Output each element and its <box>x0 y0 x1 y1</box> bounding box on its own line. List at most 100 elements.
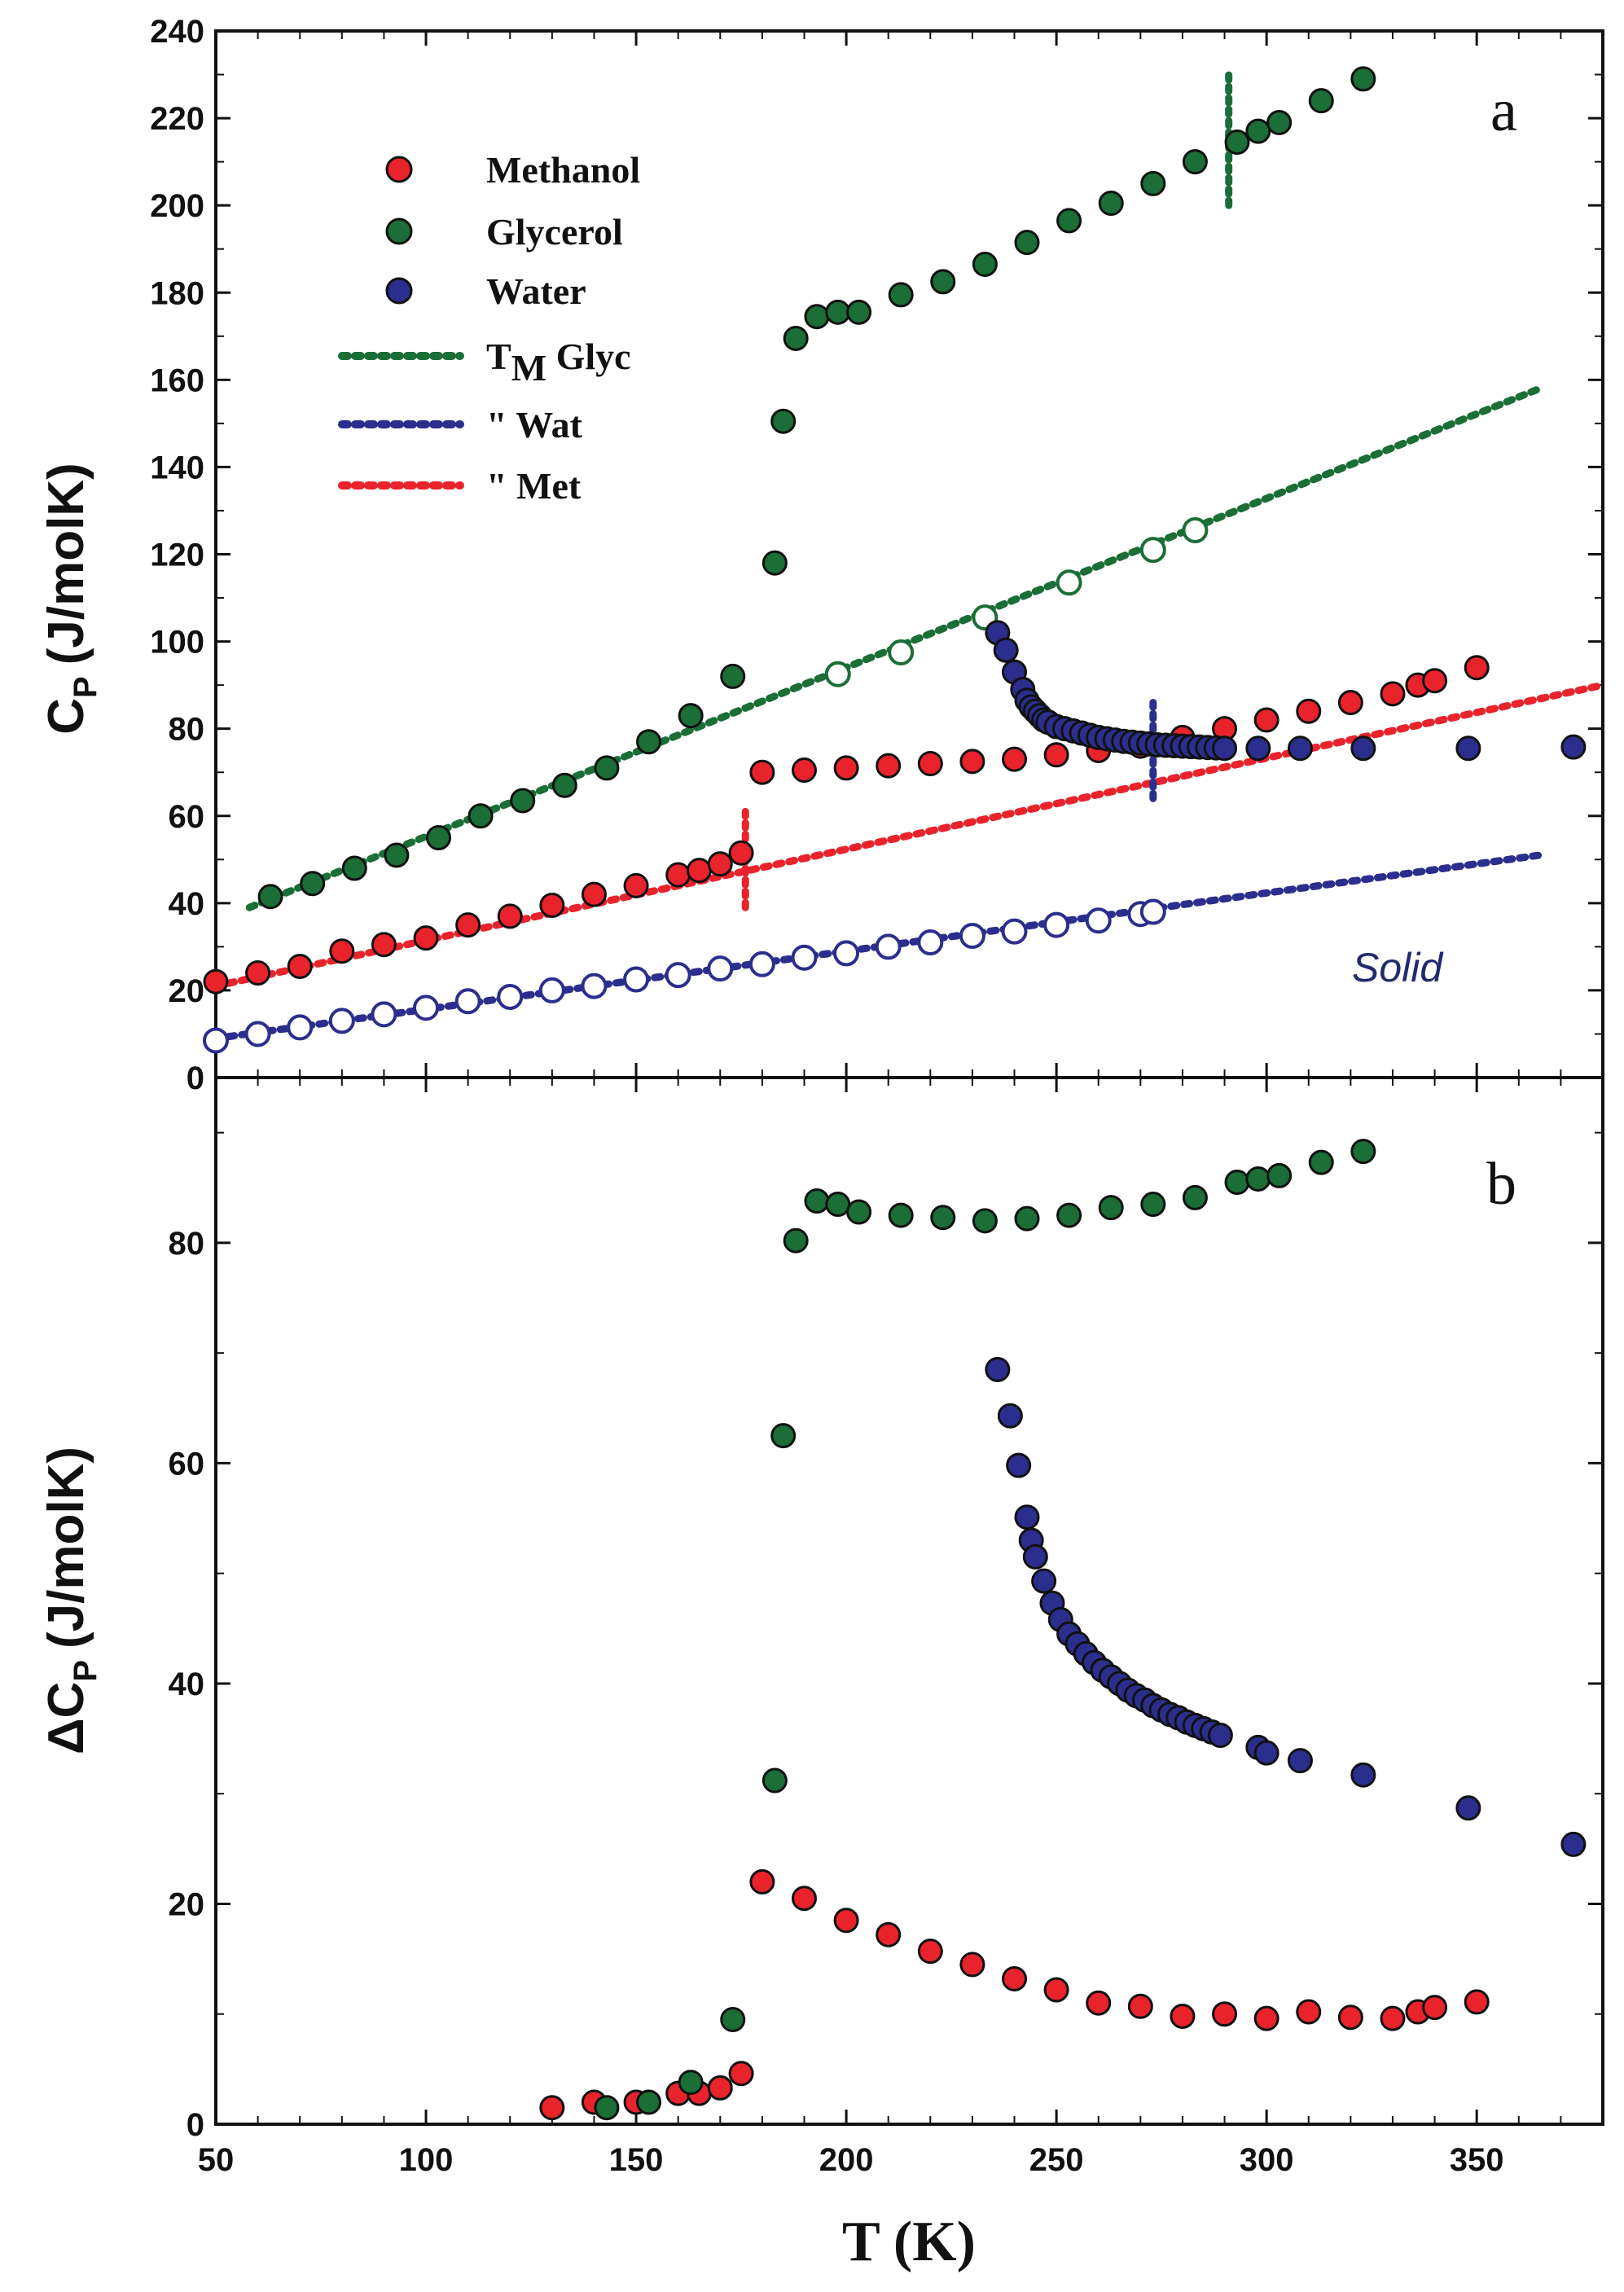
point-methanol <box>1380 681 1406 707</box>
point-open-water <box>538 977 565 1003</box>
x-axis-label: T (K) <box>842 2211 976 2273</box>
point-b-methanol <box>1127 1993 1153 2019</box>
point-methanol <box>749 759 775 785</box>
y-tick-label-a: 40 <box>169 886 205 922</box>
panel-a-frame <box>214 29 1604 1079</box>
x-tick-label: 50 <box>198 2142 235 2178</box>
point-glycerol <box>384 842 410 868</box>
point-open-glycerol <box>1182 517 1209 544</box>
point-methanol <box>1337 690 1363 716</box>
panel-a-ticks: 0 20 40 60 80 100 120 140 160 180 200 220 240 <box>150 14 1604 1096</box>
point-b-glycerol <box>1056 1202 1082 1228</box>
trend-line-methanol <box>212 681 1607 990</box>
legend-label-main: " Wat <box>486 404 583 446</box>
point-methanol <box>1296 698 1322 724</box>
point-methanol <box>245 960 271 986</box>
point-open-water <box>959 922 985 949</box>
point-water <box>1455 735 1481 762</box>
point-b-glycerol <box>972 1208 998 1234</box>
point-b-water <box>997 1403 1023 1429</box>
point-b-methanol <box>1170 2003 1196 2029</box>
point-b-methanol <box>833 1908 859 1934</box>
point-b-water <box>1022 1543 1048 1570</box>
panel-a: 0 20 40 60 80 100 120 140 160 180 200 220 240 Methan… <box>38 14 1607 1096</box>
point-methanol <box>581 881 607 907</box>
point-b-methanol <box>959 1952 985 1978</box>
legend-marker-water <box>385 277 413 305</box>
panel-b-frame <box>214 1076 1604 2126</box>
point-glycerol <box>770 408 797 434</box>
point-glycerol <box>1140 170 1166 196</box>
point-b-glycerol <box>1014 1205 1040 1232</box>
panel-a-label: a <box>1490 77 1517 144</box>
point-b-methanol <box>1464 1989 1490 2015</box>
point-methanol <box>329 938 355 964</box>
point-glycerol <box>972 251 998 277</box>
point-open-glycerol <box>888 639 915 665</box>
x-tick-label: 100 <box>399 2142 454 2178</box>
y-tick-label-a: 120 <box>150 538 204 573</box>
point-open-water <box>413 995 440 1021</box>
legend-label: " Wat <box>486 404 583 446</box>
point-glycerol <box>762 550 788 576</box>
point-open-water <box>791 944 818 971</box>
point-glycerol <box>510 788 536 814</box>
panel-b-ticks: 0 20 40 60 80 50 100 150 200 250 300 350 <box>169 1078 1604 2178</box>
panel-a-points <box>203 66 1587 1054</box>
solid-annotation: Solid <box>1352 945 1444 990</box>
point-water <box>1212 735 1238 762</box>
point-b-glycerol <box>762 1767 788 1794</box>
point-glycerol <box>1014 230 1040 256</box>
legend-label: " Met <box>486 465 582 507</box>
point-methanol <box>623 872 649 898</box>
point-glycerol <box>825 299 851 325</box>
panel-a-ylabel-main: C <box>38 698 94 735</box>
point-glycerol <box>1266 109 1293 135</box>
point-open-glycerol <box>1139 537 1166 564</box>
point-methanol <box>686 858 712 884</box>
point-water <box>1245 735 1271 762</box>
panel-a-ylabel-units: (J/molK) <box>38 463 94 665</box>
point-glycerol <box>636 729 662 755</box>
panel-a-ylabel-sub: P <box>68 676 103 698</box>
point-glycerol <box>846 299 872 325</box>
point-b-glycerol <box>1098 1195 1124 1221</box>
point-b-glycerol <box>846 1199 872 1225</box>
point-open-glycerol <box>1056 569 1082 596</box>
legend-label-sub: M <box>511 347 546 389</box>
point-glycerol <box>678 703 704 729</box>
point-methanol <box>539 893 565 919</box>
point-water <box>1287 735 1313 762</box>
point-methanol <box>1464 655 1490 681</box>
point-b-glycerol <box>1350 1139 1376 1165</box>
point-b-methanol <box>1380 2005 1406 2031</box>
point-b-glycerol <box>1266 1162 1293 1188</box>
point-b-glycerol <box>783 1227 809 1254</box>
point-b-glycerol <box>678 2070 704 2096</box>
point-open-water <box>623 966 650 993</box>
y-tick-label-a: 20 <box>169 973 205 1009</box>
point-b-glycerol <box>1245 1166 1271 1192</box>
legend-label-main: T <box>486 336 511 377</box>
point-open-water <box>497 983 524 1010</box>
x-tick-label: 200 <box>819 2142 874 2178</box>
panel-a-ylabel: CP (J/molK) <box>38 463 103 734</box>
point-open-glycerol <box>824 661 851 687</box>
point-methanol <box>455 912 481 938</box>
point-b-glycerol <box>636 2089 662 2115</box>
point-b-water <box>1207 1723 1233 1749</box>
legend-item-4: " Wat <box>338 404 583 446</box>
point-b-glycerol <box>770 1423 797 1449</box>
point-glycerol <box>930 269 956 295</box>
point-b-glycerol <box>804 1188 830 1214</box>
point-glycerol <box>1308 88 1334 114</box>
point-glycerol <box>804 304 830 330</box>
point-b-water <box>985 1356 1011 1382</box>
point-open-water <box>1043 911 1070 938</box>
point-methanol <box>959 749 985 775</box>
y-tick-label-a: 220 <box>150 101 204 137</box>
point-b-water <box>1287 1748 1313 1774</box>
point-glycerol <box>1224 130 1250 156</box>
point-glycerol <box>1098 190 1124 216</box>
point-glycerol <box>888 282 914 308</box>
